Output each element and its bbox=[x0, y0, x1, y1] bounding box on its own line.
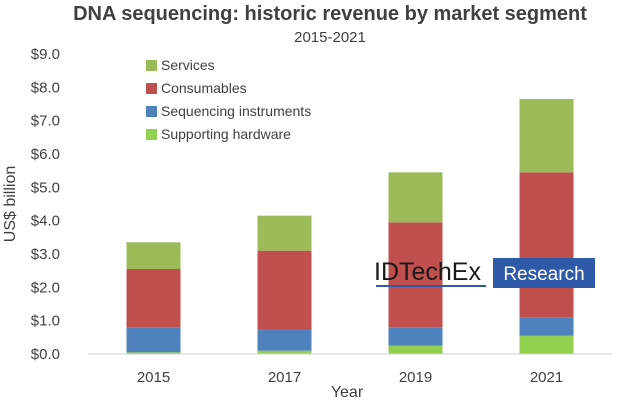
bar-segment bbox=[257, 250, 312, 329]
legend-swatch bbox=[146, 83, 157, 94]
legend-label: Sequencing instruments bbox=[161, 103, 311, 119]
chart-title: DNA sequencing: historic revenue by mark… bbox=[73, 3, 587, 25]
x-tick-label: 2019 bbox=[399, 369, 432, 386]
watermark-logo: IDTechEx Research bbox=[374, 258, 595, 288]
y-tick-label: $6.0 bbox=[31, 146, 60, 163]
x-axis-ticks: 2015 2017 2019 2021 bbox=[137, 369, 563, 386]
bar-segment bbox=[126, 327, 181, 353]
x-tick-label: 2015 bbox=[137, 369, 170, 386]
bar-segment bbox=[126, 242, 181, 269]
y-tick-label: $2.0 bbox=[31, 279, 60, 296]
legend-label: Services bbox=[161, 57, 215, 73]
bar-segment bbox=[257, 329, 312, 351]
legend-swatch bbox=[146, 106, 157, 117]
bar-segment bbox=[388, 222, 443, 328]
y-tick-label: $0.0 bbox=[31, 346, 60, 363]
bar-segment bbox=[257, 215, 312, 251]
y-tick-label: $9.0 bbox=[31, 46, 60, 63]
bar-segment bbox=[126, 269, 181, 328]
bar-segment bbox=[519, 172, 574, 318]
bar-segment bbox=[519, 335, 574, 354]
bar-segment bbox=[519, 317, 574, 336]
chart-subtitle: 2015-2021 bbox=[294, 29, 366, 46]
watermark-brand: IDTechEx bbox=[374, 258, 481, 286]
watermark-product: Research bbox=[503, 264, 584, 285]
bar-segment bbox=[388, 345, 443, 354]
bar-segment bbox=[388, 327, 443, 346]
bar-segment bbox=[388, 172, 443, 223]
legend-label: Consumables bbox=[161, 80, 247, 96]
y-axis-ticks: $0.0 $1.0 $2.0 $3.0 $4.0 $5.0 $6.0 $7.0 $8.0 $9.0 bbox=[31, 46, 60, 363]
bar-segment bbox=[519, 99, 574, 173]
y-tick-label: $3.0 bbox=[31, 246, 60, 263]
y-tick-label: $8.0 bbox=[31, 79, 60, 96]
y-tick-label: $5.0 bbox=[31, 179, 60, 196]
bars bbox=[126, 99, 574, 354]
x-axis-label: Year bbox=[331, 384, 364, 401]
legend: Services Consumables Sequencing instrument… bbox=[146, 57, 311, 142]
legend-swatch bbox=[146, 129, 157, 140]
legend-swatch bbox=[146, 60, 157, 71]
x-tick-label: 2021 bbox=[530, 369, 563, 386]
x-tick-label: 2017 bbox=[268, 369, 301, 386]
y-tick-label: $4.0 bbox=[31, 213, 60, 230]
bar-segment bbox=[126, 352, 181, 354]
y-tick-label: $1.0 bbox=[31, 313, 60, 330]
legend-label: Supporting hardware bbox=[161, 126, 291, 142]
y-tick-label: $7.0 bbox=[31, 113, 60, 130]
y-axis-label: US$ billion bbox=[2, 166, 19, 242]
watermark-box bbox=[493, 258, 595, 288]
bar-segment bbox=[257, 350, 312, 354]
